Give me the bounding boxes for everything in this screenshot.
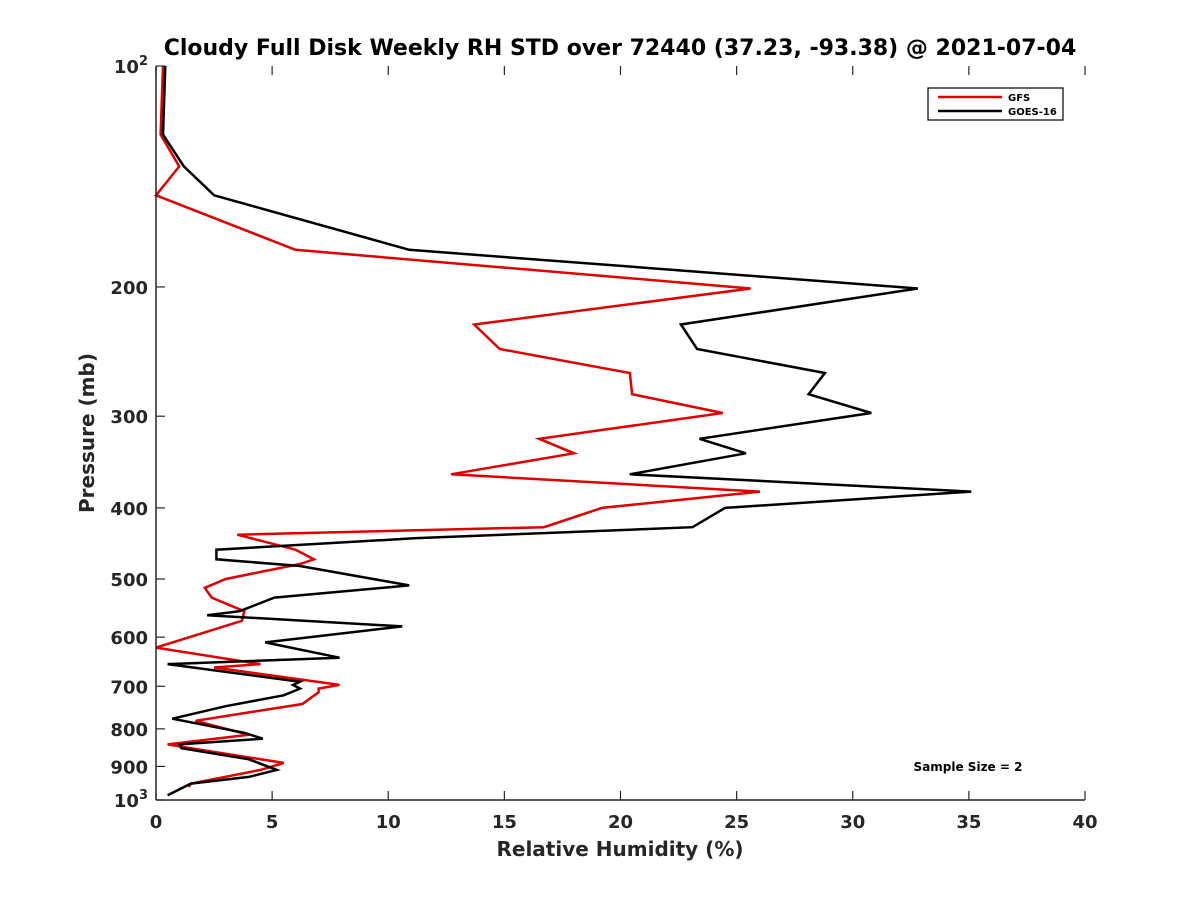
y-tick-label: 900 [110, 757, 148, 778]
y-tick-label: 400 [110, 499, 148, 520]
y-ticks: 102 200 300 400 500 600 700 800 900 103 [110, 54, 165, 812]
x-tick-label: 10 [376, 812, 401, 833]
legend-box [927, 87, 1064, 121]
y-tick-label: 800 [110, 720, 148, 741]
series-line-goes-16 [161, 65, 972, 797]
y-axis-label: Pressure (mb) [75, 353, 99, 513]
plot-area: 0 5 10 15 20 25 30 35 40 102 200 300 400 500 600 700 80… [110, 54, 1097, 833]
y-tick-label: 103 [114, 788, 148, 812]
sample-size-annotation: Sample Size = 2 [914, 760, 1023, 774]
x-tick-label: 0 [150, 812, 163, 833]
plot-background [156, 66, 1085, 800]
legend: GFS GOES-16 [927, 87, 1064, 121]
y-tick-label: 200 [110, 278, 148, 299]
y-tick-label: 600 [110, 628, 148, 649]
x-tick-label: 20 [608, 812, 633, 833]
x-tick-label: 35 [956, 812, 981, 833]
y-tick-label: 700 [110, 677, 148, 698]
y-tick-label: 300 [110, 407, 148, 428]
y-tick-label: 500 [110, 570, 148, 591]
x-tick-label: 40 [1072, 812, 1097, 833]
x-tick-label: 30 [840, 812, 865, 833]
chart-title: Cloudy Full Disk Weekly RH STD over 7244… [164, 36, 1077, 61]
series-layer [153, 65, 972, 797]
x-tick-label: 15 [492, 812, 517, 833]
x-axis-label: Relative Humidity (%) [496, 837, 743, 861]
x-tick-label: 25 [724, 812, 749, 833]
x-tick-label: 5 [266, 812, 279, 833]
x-ticks: 0 5 10 15 20 25 30 35 40 [150, 66, 1098, 833]
legend-label-goes-16: GOES-16 [1008, 107, 1057, 118]
legend-label-gfs: GFS [1008, 93, 1030, 104]
y-tick-label: 102 [114, 54, 148, 78]
